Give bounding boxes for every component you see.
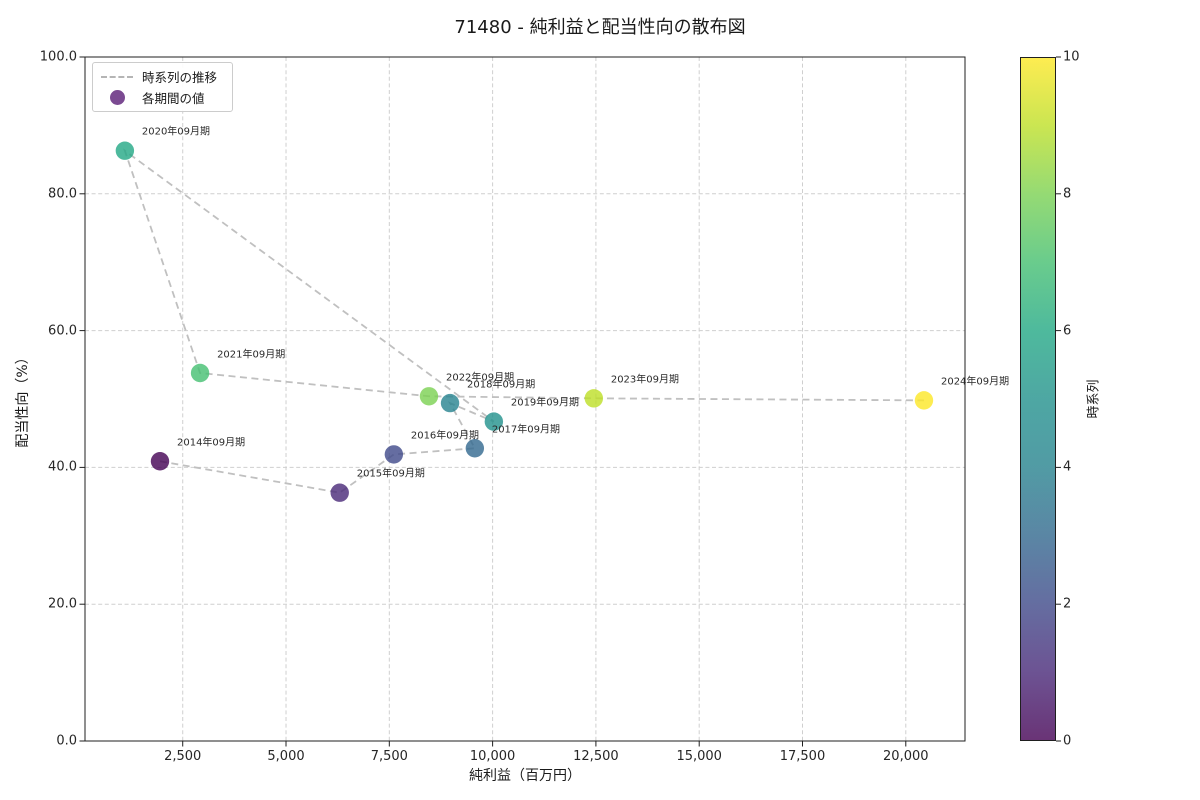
y-tick-label: 100.0 xyxy=(39,49,77,65)
x-tick-label: 12,500 xyxy=(573,749,619,764)
x-tick-label: 10,000 xyxy=(469,749,516,764)
plot-border xyxy=(84,56,966,742)
x-tick-label: 15,000 xyxy=(676,749,722,764)
chart-title: 71480 - 純利益と配当性向の散布図 xyxy=(454,17,746,38)
data-point-2021年09月期 xyxy=(190,363,210,383)
y-tick-label: 80.0 xyxy=(48,186,77,202)
point-annotation: 2018年09月期 xyxy=(467,379,536,391)
data-point-2020年09月期 xyxy=(115,141,135,160)
point-annotation: 2020年09月期 xyxy=(141,126,211,138)
legend-item-line: 時系列の推移 xyxy=(101,67,224,87)
legend-marker-label: 各期間の値 xyxy=(142,91,205,106)
legend: 時系列の推移 各期間の値 xyxy=(92,62,233,112)
y-tick-label: 20.0 xyxy=(48,596,77,612)
x-tick-label: 2,500 xyxy=(164,749,202,764)
point-annotation: 2024年09月期 xyxy=(940,376,1010,388)
colorbar-tick-label: 8 xyxy=(1063,186,1072,202)
y-tick-label: 40.0 xyxy=(48,459,77,475)
data-point-2018年09月期 xyxy=(440,393,460,413)
colorbar-tick-label: 4 xyxy=(1063,459,1072,475)
x-tick-label: 5,000 xyxy=(267,749,305,764)
colorbar-tick-label: 2 xyxy=(1063,596,1072,612)
y-axis-label: 配当性向（%） xyxy=(15,350,31,448)
marker-dot-icon xyxy=(101,90,133,105)
x-tick-label: 7,500 xyxy=(370,749,408,764)
data-point-2023年09月期 xyxy=(584,389,604,408)
colorbar xyxy=(1020,57,1056,741)
point-annotation: 2015年09月期 xyxy=(356,468,425,480)
point-annotation: 2016年09月期 xyxy=(410,430,480,442)
point-annotation: 2021年09月期 xyxy=(217,349,286,360)
data-point-2014年09月期 xyxy=(150,452,170,471)
data-point-2024年09月期 xyxy=(914,391,934,410)
colorbar-gradient xyxy=(1021,58,1055,740)
x-tick-label: 17,500 xyxy=(779,749,826,764)
data-point-2022年09月期 xyxy=(419,387,439,406)
data-point-2016年09月期 xyxy=(384,445,404,464)
colorbar-label: 時系列 xyxy=(1086,379,1102,419)
colorbar-tick-label: 6 xyxy=(1063,323,1072,339)
legend-item-marker: 各期間の値 xyxy=(101,88,224,108)
point-annotation: 2014年09月期 xyxy=(176,437,246,449)
data-point-2015年09月期 xyxy=(330,483,349,502)
legend-line-label: 時系列の推移 xyxy=(142,70,218,85)
colorbar-tick-label: 0 xyxy=(1063,733,1072,749)
y-tick-label: 0.0 xyxy=(56,733,77,749)
x-tick-label: 20,000 xyxy=(883,749,929,764)
dashed-line-icon xyxy=(101,75,133,78)
data-point-2017年09月期 xyxy=(465,439,485,458)
point-annotation: 2017年09月期 xyxy=(491,424,561,436)
point-annotation: 2023年09月期 xyxy=(610,374,680,386)
point-annotation: 2022年09月期 xyxy=(445,372,515,384)
x-axis-label: 純利益（百万円） xyxy=(469,768,581,784)
colorbar-tick-label: 10 xyxy=(1063,49,1080,65)
point-annotation: 2019年09月期 xyxy=(510,397,580,409)
data-point-2019年09月期 xyxy=(484,412,504,431)
y-tick-label: 60.0 xyxy=(48,323,77,339)
